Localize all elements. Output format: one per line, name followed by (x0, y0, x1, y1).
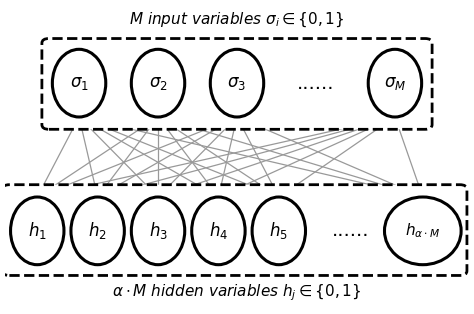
FancyBboxPatch shape (42, 39, 432, 129)
Text: ......: ...... (297, 74, 335, 93)
Ellipse shape (131, 197, 185, 265)
Text: $h_5$: $h_5$ (269, 220, 288, 241)
Text: $\sigma_1$: $\sigma_1$ (70, 74, 89, 92)
Text: $h_2$: $h_2$ (88, 220, 107, 241)
Ellipse shape (191, 197, 245, 265)
Ellipse shape (10, 197, 64, 265)
Ellipse shape (252, 197, 306, 265)
Text: $h_{\alpha \cdot M}$: $h_{\alpha \cdot M}$ (405, 221, 440, 240)
Ellipse shape (71, 197, 124, 265)
Text: $\sigma_2$: $\sigma_2$ (149, 74, 167, 92)
Ellipse shape (210, 49, 264, 117)
Text: $\sigma_M$: $\sigma_M$ (384, 74, 406, 92)
Ellipse shape (368, 49, 422, 117)
Text: $h_4$: $h_4$ (209, 220, 228, 241)
Text: $M$ input variables $\sigma_i \in \{0,1\}$: $M$ input variables $\sigma_i \in \{0,1\… (129, 11, 345, 29)
Ellipse shape (384, 197, 461, 265)
Text: $h_1$: $h_1$ (28, 220, 47, 241)
Text: $h_3$: $h_3$ (148, 220, 167, 241)
Text: $\alpha \cdot M$ hidden variables $h_j \in \{0,1\}$: $\alpha \cdot M$ hidden variables $h_j \… (112, 283, 362, 303)
Text: ......: ...... (332, 221, 370, 240)
FancyBboxPatch shape (2, 185, 467, 275)
Text: $\sigma_3$: $\sigma_3$ (228, 74, 246, 92)
Ellipse shape (131, 49, 185, 117)
Ellipse shape (52, 49, 106, 117)
